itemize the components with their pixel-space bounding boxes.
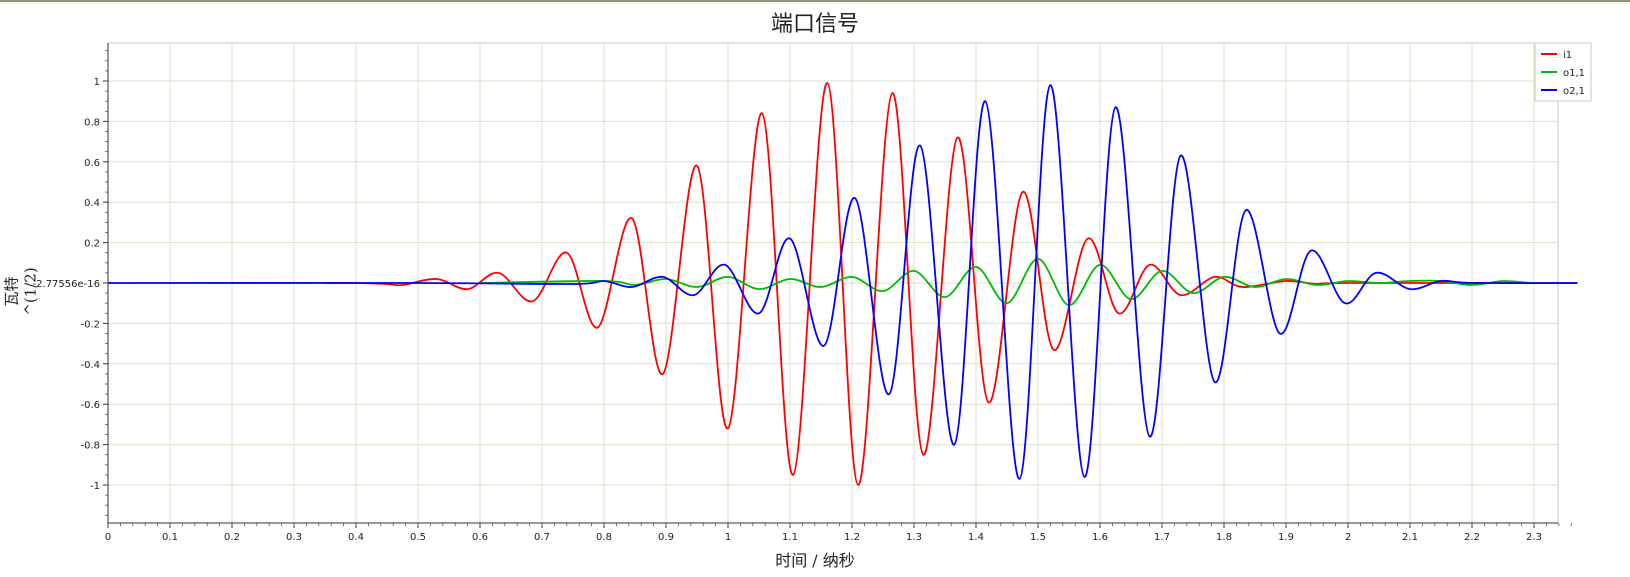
x-tick-label: 2.3	[1526, 532, 1542, 543]
y-tick-label: 0.2	[84, 239, 100, 250]
y-tick-label: -0.2	[80, 319, 100, 330]
x-tick-label: 1.5	[1030, 532, 1046, 543]
x-tick-label: 0.3	[286, 532, 302, 543]
legend-label: i1	[1563, 50, 1572, 61]
y-tick-label: -2.77556e-16	[33, 279, 100, 290]
x-tick-label: 0.4	[348, 532, 364, 543]
top-border	[0, 0, 1630, 2]
y-tick-label: -1	[90, 481, 100, 492]
x-tick-label: 0.9	[658, 532, 674, 543]
x-tick-label: 1.7	[1154, 532, 1170, 543]
x-axis-label: 时间 / 纳秒	[775, 551, 855, 570]
y-tick-label: 1	[94, 77, 100, 88]
x-tick-label: 1.9	[1278, 532, 1294, 543]
x-tick-label: 0.5	[410, 532, 426, 543]
y-tick-label: 0.4	[84, 198, 100, 209]
x-tick-label: 2.2	[1464, 532, 1480, 543]
y-tick-label: -0.6	[80, 400, 100, 411]
legend-label: o2,1	[1563, 86, 1585, 97]
x-tick-label: 1.6	[1092, 532, 1108, 543]
chart-title: 端口信号	[770, 12, 859, 37]
x-tick-label: 0.7	[534, 532, 550, 543]
y-tick-label: -0.4	[80, 360, 100, 371]
legend-label: o1,1	[1563, 68, 1585, 79]
x-tick-label: 1.3	[906, 532, 922, 543]
x-tick-label: 1.1	[782, 532, 798, 543]
x-tick-label: 1.8	[1216, 532, 1232, 543]
x-tick-label: 0.6	[472, 532, 488, 543]
x-tick-label: 0.8	[596, 532, 612, 543]
series-line-o2,1	[107, 84, 1578, 480]
x-tick-label: 1.2	[844, 532, 860, 543]
x-tick-label: 2.1	[1402, 532, 1418, 543]
y-tick-label: 0.8	[84, 117, 100, 128]
x-tick-label: 1.4	[968, 532, 984, 543]
x-tick-label: 0.1	[162, 532, 178, 543]
y-tick-label: -0.8	[80, 441, 100, 452]
x-tick-label: 0	[105, 532, 111, 543]
series-line-i1	[324, 82, 1578, 486]
x-tick-label: 1	[725, 532, 731, 543]
y-tick-label: 0.6	[84, 158, 100, 169]
x-tick-label: 0.2	[224, 532, 240, 543]
x-tick-label: 2	[1345, 532, 1351, 543]
